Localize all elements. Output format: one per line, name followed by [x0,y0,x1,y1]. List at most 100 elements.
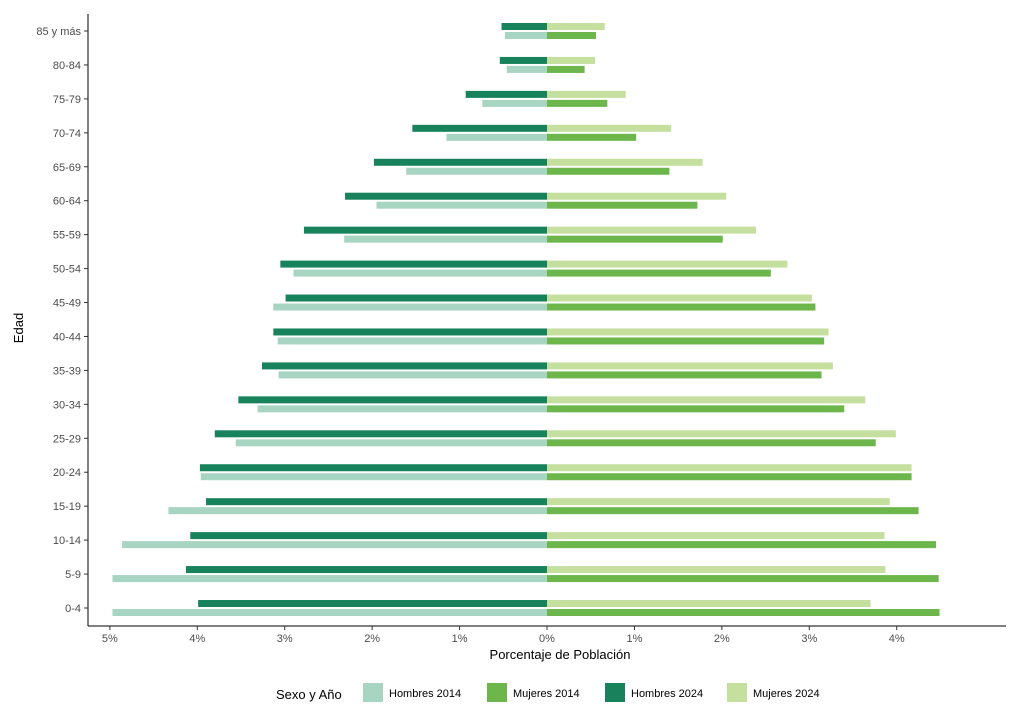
x-axis-title: Porcentaje de Población [490,647,631,662]
bar-mujeres-2024-0-4 [547,600,871,607]
bar-hombres-2024-15-19 [206,498,547,506]
x-tick-label: 2% [364,633,380,645]
bar-hombres-2024-35-39 [261,362,547,370]
y-tick-label: 35-39 [53,365,81,377]
bar-hombres-2024-85-y-más [501,23,547,30]
bar-mujeres-2024-40-44 [547,328,829,336]
bar-hombres-2014-75-79 [482,99,547,107]
bar-hombres-2014-55-59 [344,235,547,243]
bar-mujeres-2024-35-39 [547,362,833,370]
y-tick-label: 75-79 [53,94,81,106]
bars-layer [112,23,940,616]
bar-hombres-2014-35-39 [278,371,547,379]
bar-mujeres-2014-45-49 [547,303,816,311]
bar-mujeres-2024-70-74 [547,124,672,132]
legend-key-mujeres-2014 [487,683,507,703]
bar-hombres-2024-75-79 [465,90,547,98]
y-tick-label: 25-29 [53,433,81,445]
y-tick-label: 20-24 [53,467,81,479]
bar-hombres-2024-20-24 [199,464,547,472]
bar-mujeres-2014-30-34 [547,405,845,413]
bar-mujeres-2014-55-59 [547,235,723,243]
legend-label-hombres-2014: Hombres 2014 [389,688,461,700]
y-axis-title: Edad [11,313,26,343]
bar-hombres-2024-40-44 [273,328,547,336]
bar-mujeres-2024-75-79 [547,90,626,98]
y-tick-label: 85 y más [36,26,81,38]
bar-hombres-2014-25-29 [235,439,548,447]
bar-mujeres-2024-30-34 [547,396,866,404]
y-tick-label: 0-4 [65,603,81,615]
y-tick-label: 65-69 [53,162,81,174]
bar-mujeres-2014-80-84 [547,65,585,73]
bar-mujeres-2014-10-14 [547,541,937,549]
bar-hombres-2024-80-84 [499,56,547,64]
bar-mujeres-2024-65-69 [547,158,703,166]
bar-hombres-2014-85-y-más [505,32,547,39]
bar-mujeres-2014-70-74 [547,133,637,141]
bar-mujeres-2014-20-24 [547,473,912,481]
bar-hombres-2014-30-34 [257,405,547,413]
bar-hombres-2014-65-69 [406,167,547,175]
bar-mujeres-2014-25-29 [547,439,876,447]
bar-mujeres-2014-35-39 [547,371,822,379]
bar-mujeres-2024-80-84 [547,56,596,64]
bar-mujeres-2024-85-y-más [547,23,605,30]
legend: Sexo y Año Hombres 2014 Mujeres 2014 Hombr… [276,683,820,703]
bar-hombres-2014-10-14 [122,541,548,549]
bar-hombres-2024-5-9 [185,566,548,574]
y-tick-label: 60-64 [53,196,81,208]
bar-hombres-2024-25-29 [214,430,547,438]
bar-mujeres-2024-60-64 [547,192,727,200]
bar-hombres-2014-80-84 [506,65,547,73]
bar-mujeres-2014-15-19 [547,507,919,515]
y-axis-ticks: 0-4 5-9 10-14 15-19 20-24 25-29 30-34 35-39 40-4… [36,26,88,615]
bar-hombres-2014-70-74 [446,133,547,141]
bar-mujeres-2014-65-69 [547,167,670,175]
bar-mujeres-2024-15-19 [547,498,890,506]
legend-key-hombres-2014 [363,683,383,703]
bar-hombres-2014-45-49 [273,303,547,311]
bar-hombres-2024-50-54 [280,260,547,268]
bar-mujeres-2014-60-64 [547,201,698,209]
y-tick-label: 5-9 [65,569,81,581]
y-tick-label: 10-14 [53,535,81,547]
bar-hombres-2014-20-24 [200,473,548,481]
x-axis-ticks: 5% 4% 3% 2% 1% 0% 1% 2% 3% 4% [102,626,905,645]
bar-hombres-2024-10-14 [190,532,547,540]
x-tick-label: 3% [801,633,817,645]
legend-label-mujeres-2014: Mujeres 2014 [513,688,580,700]
bar-hombres-2014-0-4 [112,609,547,616]
bar-hombres-2024-70-74 [412,124,547,132]
x-tick-label: 1% [626,633,642,645]
y-tick-label: 45-49 [53,298,81,310]
legend-items: Hombres 2014 Mujeres 2014 Hombres 2024 Muje… [363,683,820,703]
x-tick-label: 4% [189,633,205,645]
y-tick-label: 80-84 [53,60,81,72]
y-tick-label: 55-59 [53,230,81,242]
bar-mujeres-2024-50-54 [547,260,788,268]
x-tick-label: 5% [102,633,118,645]
bar-hombres-2014-15-19 [168,507,548,515]
bar-mujeres-2014-85-y-más [547,32,596,39]
y-tick-label: 40-44 [53,331,81,343]
bar-hombres-2024-65-69 [373,158,547,166]
legend-label-hombres-2024: Hombres 2024 [631,688,703,700]
bar-mujeres-2024-25-29 [547,430,896,438]
x-tick-label: 1% [452,633,468,645]
y-tick-label: 30-34 [53,399,81,411]
axes-layer: 5% 4% 3% 2% 1% 0% 1% 2% 3% 4% 0-4 5-9 10-14 15-19 20-… [36,14,1006,645]
y-tick-label: 50-54 [53,264,81,276]
bar-mujeres-2014-40-44 [547,337,825,345]
bar-hombres-2014-40-44 [277,337,547,345]
legend-label-mujeres-2024: Mujeres 2024 [753,688,820,700]
bar-mujeres-2014-5-9 [547,575,939,583]
bar-hombres-2014-5-9 [112,575,547,583]
bar-hombres-2014-50-54 [293,269,547,277]
bar-hombres-2014-60-64 [376,201,547,209]
bar-mujeres-2024-5-9 [547,566,886,574]
bar-mujeres-2024-55-59 [547,226,756,234]
y-tick-label: 15-19 [53,501,81,513]
